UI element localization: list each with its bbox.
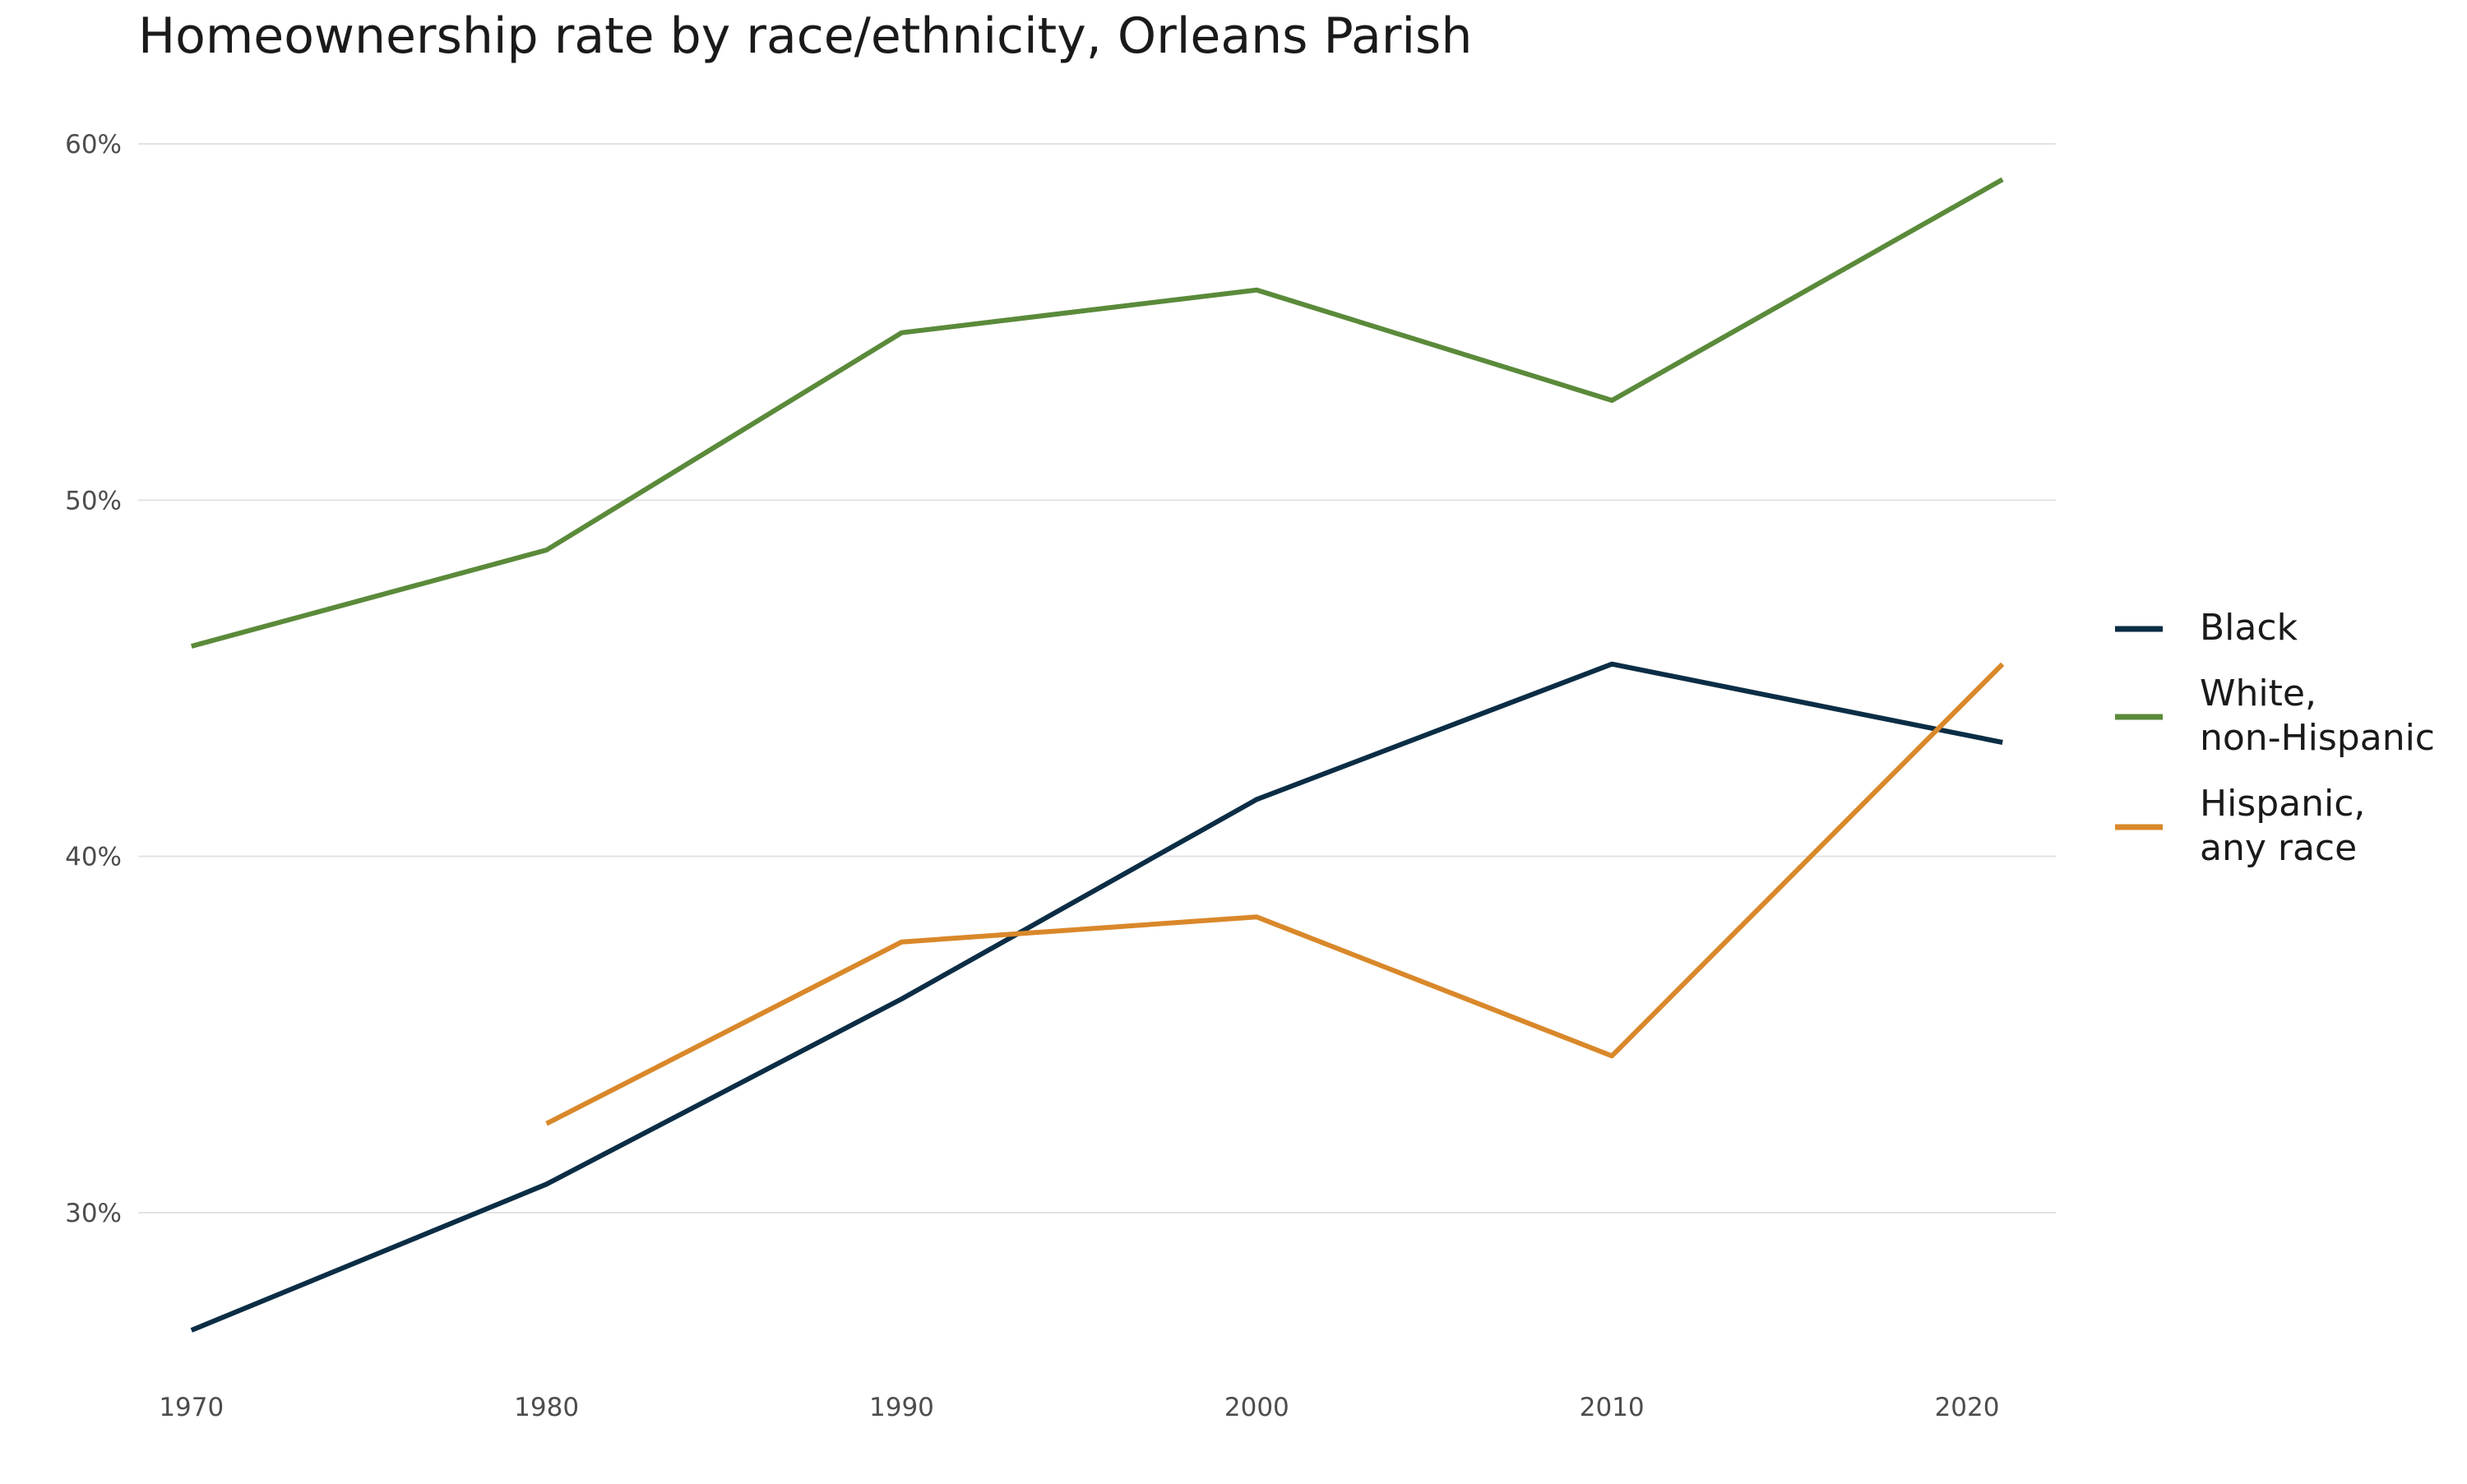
series-line-black [190, 661, 2003, 1333]
series-line-hispanic-any-race [545, 662, 2005, 1126]
chart-title: Homeownership rate by race/ethnicity, Or… [138, 7, 1472, 65]
legend-label: White, [2200, 673, 2317, 714]
x-tick-label: 1980 [514, 1393, 579, 1422]
x-tick-label: 2020 [1935, 1393, 2000, 1422]
legend: Black White,non-Hispanic Hispanic,any race [2115, 607, 2435, 869]
x-tick-label: 1990 [869, 1393, 934, 1422]
y-tick-label: 60% [65, 130, 122, 159]
legend-label: Black [2200, 607, 2298, 649]
series-line-white-non-hispanic [191, 177, 2004, 649]
y-tick-label: 30% [65, 1199, 122, 1228]
legend-label: non-Hispanic [2200, 717, 2435, 759]
x-tick-label: 1970 [159, 1393, 224, 1422]
x-tick-label: 2000 [1224, 1393, 1289, 1422]
legend-item: White,non-Hispanic [2115, 673, 2435, 759]
series-lines [190, 177, 2005, 1333]
y-tick-label: 50% [65, 486, 122, 515]
y-tick-label: 40% [65, 843, 122, 872]
y-axis-ticks: 30% 40% 50% 60% [65, 130, 122, 1228]
legend-label: Hispanic, [2200, 783, 2365, 825]
x-tick-label: 2010 [1580, 1393, 1645, 1422]
legend-label: any race [2200, 827, 2357, 869]
legend-item: Black [2115, 607, 2298, 649]
gridlines [138, 143, 2056, 1214]
x-axis-ticks: 1970 1980 1990 2000 2010 2020 [159, 1393, 1999, 1422]
legend-item: Hispanic,any race [2115, 783, 2365, 869]
